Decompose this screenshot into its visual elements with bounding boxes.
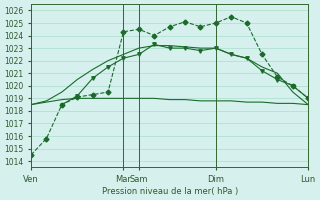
X-axis label: Pression niveau de la mer( hPa ): Pression niveau de la mer( hPa ): [101, 187, 238, 196]
